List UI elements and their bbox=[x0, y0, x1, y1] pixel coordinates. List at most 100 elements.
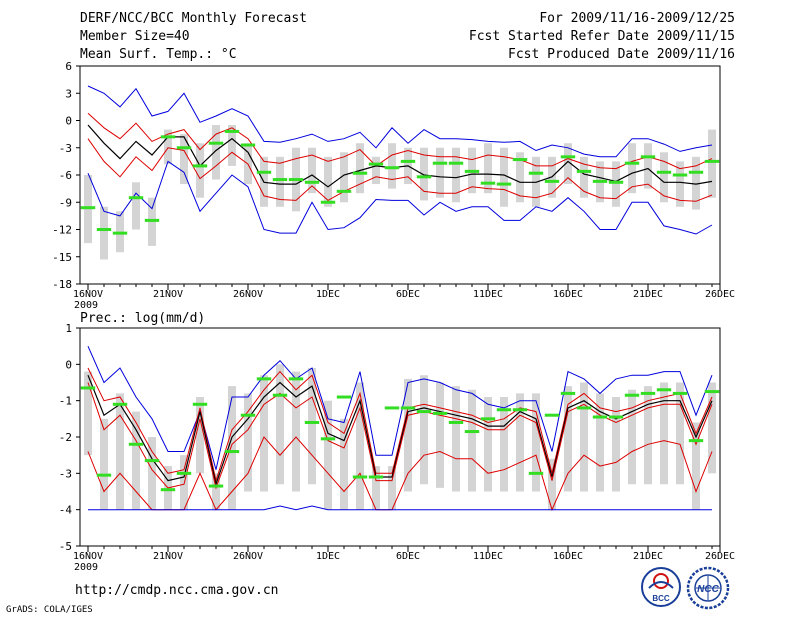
x-tick-label: 16NOV bbox=[73, 551, 103, 562]
x-tick-label: 26NOV bbox=[233, 289, 263, 300]
spread-box bbox=[564, 386, 572, 492]
spread-box bbox=[516, 393, 524, 492]
median-mark bbox=[640, 155, 656, 159]
spread-box bbox=[388, 466, 396, 510]
median-mark bbox=[688, 170, 704, 174]
median-mark bbox=[368, 475, 384, 479]
median-mark bbox=[352, 171, 368, 175]
spread-box bbox=[100, 418, 108, 510]
spread-box bbox=[212, 473, 220, 510]
median-mark bbox=[416, 175, 432, 179]
spread-box bbox=[340, 418, 348, 510]
median-mark bbox=[576, 169, 592, 173]
spread-box bbox=[244, 393, 252, 492]
median-mark bbox=[512, 158, 528, 162]
spread-box bbox=[660, 152, 668, 203]
spread-box bbox=[132, 411, 140, 510]
spread-box bbox=[340, 152, 348, 203]
x-tick-label: 6DEC bbox=[396, 289, 420, 300]
x-tick-label: 16NOV bbox=[73, 289, 103, 300]
median-mark bbox=[496, 182, 512, 186]
x-tick-label: 11DEC bbox=[473, 289, 503, 300]
series-line-min bbox=[88, 505, 712, 511]
x-year-label: 2009 bbox=[74, 562, 98, 573]
spread-box bbox=[468, 389, 476, 492]
x-tick-label: 11DEC bbox=[473, 551, 503, 562]
y-tick-label: -2 bbox=[59, 431, 72, 444]
spread-box bbox=[356, 143, 364, 194]
spread-box bbox=[708, 129, 716, 198]
spread-box bbox=[276, 156, 284, 207]
median-mark bbox=[272, 178, 288, 182]
y-tick-label: -1 bbox=[59, 395, 72, 408]
series-line-low bbox=[87, 436, 713, 512]
median-mark bbox=[112, 402, 128, 406]
bcc-logo-text: BCC bbox=[652, 594, 670, 603]
spread-box bbox=[324, 156, 332, 207]
median-mark bbox=[480, 417, 496, 421]
forecast-started-date: Fcst Started Refer Date 2009/11/15 bbox=[468, 29, 735, 44]
median-mark bbox=[128, 442, 144, 446]
median-mark bbox=[624, 161, 640, 165]
spread-box bbox=[420, 147, 428, 201]
median-mark bbox=[592, 179, 608, 183]
series-line-mean-1sd bbox=[87, 138, 713, 202]
median-mark bbox=[640, 391, 656, 395]
y-tick-label: 0 bbox=[65, 358, 72, 371]
median-mark bbox=[224, 450, 240, 454]
series-line-min bbox=[87, 160, 713, 235]
median-mark bbox=[448, 161, 464, 165]
series-line-mean+1sd bbox=[87, 112, 713, 170]
spread-box bbox=[500, 147, 508, 207]
series-line-max bbox=[87, 345, 713, 470]
median-mark bbox=[464, 169, 480, 173]
spread-box bbox=[516, 152, 524, 203]
y-tick-label: -18 bbox=[52, 278, 72, 291]
median-mark bbox=[560, 391, 576, 395]
series-line-mean+1sd bbox=[87, 367, 713, 483]
chart-title: DERF/NCC/BCC Monthly Forecast bbox=[80, 11, 307, 26]
x-tick-label: 21DEC bbox=[633, 289, 663, 300]
median-mark bbox=[304, 180, 320, 184]
spread-box bbox=[356, 382, 364, 510]
x-tick-label: 21NOV bbox=[153, 289, 183, 300]
median-mark bbox=[176, 146, 192, 150]
spread-box bbox=[276, 364, 284, 485]
x-tick-label: 6DEC bbox=[396, 551, 420, 562]
median-mark bbox=[80, 386, 96, 390]
median-mark bbox=[384, 166, 400, 170]
median-mark bbox=[400, 159, 416, 163]
spread-box bbox=[196, 397, 204, 474]
spread-box bbox=[484, 143, 492, 194]
series-line-max bbox=[87, 85, 713, 158]
x-year-label: 2009 bbox=[74, 300, 98, 311]
median-mark bbox=[96, 473, 112, 477]
median-mark bbox=[320, 437, 336, 441]
median-mark bbox=[656, 388, 672, 392]
spread-box bbox=[692, 422, 700, 510]
spread-box bbox=[148, 437, 156, 510]
median-mark bbox=[336, 395, 352, 399]
bcc-logo: BCC bbox=[640, 566, 682, 612]
median-mark bbox=[512, 408, 528, 412]
median-mark bbox=[160, 135, 176, 139]
series-line-mean bbox=[87, 374, 713, 487]
source-url[interactable]: http://cmdp.ncc.cma.gov.cn bbox=[75, 583, 279, 598]
spread-box bbox=[500, 397, 508, 492]
panel-title-precip: Prec.: log(mm/d) bbox=[80, 311, 205, 326]
median-mark bbox=[400, 406, 416, 410]
spread-box bbox=[596, 393, 604, 492]
median-mark bbox=[704, 159, 720, 163]
median-mark bbox=[592, 415, 608, 419]
spread-box bbox=[308, 147, 316, 194]
spread-box bbox=[532, 393, 540, 492]
spread-box bbox=[388, 143, 396, 189]
x-tick-label: 26DEC bbox=[705, 551, 735, 562]
spread-box bbox=[612, 397, 620, 492]
median-mark bbox=[528, 471, 544, 475]
median-mark bbox=[256, 170, 272, 174]
x-tick-label: 16DEC bbox=[553, 551, 583, 562]
y-tick-label: 1 bbox=[65, 322, 72, 335]
median-mark bbox=[144, 459, 160, 463]
